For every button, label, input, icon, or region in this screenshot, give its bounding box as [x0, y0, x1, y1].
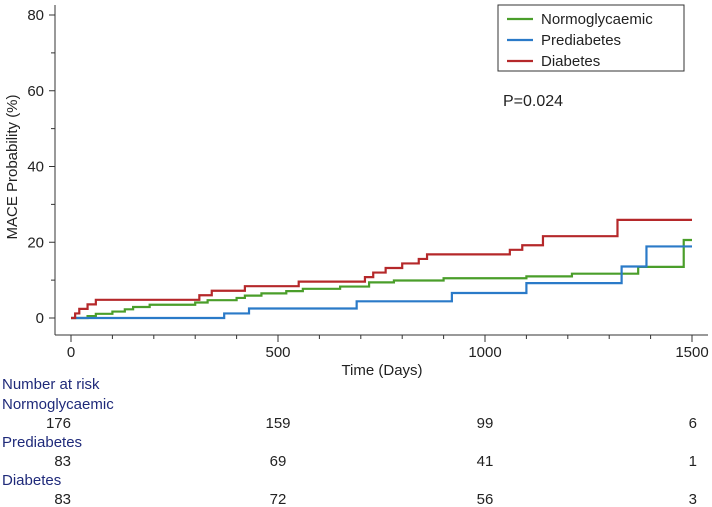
series-line-prediabetes: [71, 245, 692, 320]
risk-count: 56: [477, 491, 494, 507]
risk-count: 72: [270, 491, 287, 507]
risk-group-prediabetes: Prediabetes: [2, 434, 82, 451]
x-tick-label: 1500: [675, 344, 708, 361]
risk-count: 41: [477, 453, 494, 470]
x-tick-label: 1000: [468, 344, 501, 361]
risk-count: 69: [270, 453, 287, 470]
y-tick-label: 60: [27, 83, 44, 100]
risk-count: 6: [689, 415, 697, 432]
risk-group-normoglycaemic: Normoglycaemic: [2, 396, 114, 413]
p-value-annotation: P=0.024: [503, 93, 563, 110]
x-axis-title: Time (Days): [341, 362, 422, 379]
risk-count: 159: [265, 415, 290, 432]
legend: Normoglycaemic Prediabetes Diabetes: [497, 4, 685, 72]
legend-label-normoglycaemic: Normoglycaemic: [541, 11, 653, 28]
y-tick-label: 0: [36, 310, 44, 327]
x-tick-label: 0: [67, 344, 75, 361]
y-tick-label: 40: [27, 159, 44, 176]
series-line-diabetes: [71, 218, 692, 320]
x-axis-ticks: 0 500 1000 1500: [67, 335, 709, 361]
risk-group-diabetes: Diabetes: [2, 472, 61, 489]
legend-label-prediabetes: Prediabetes: [541, 32, 621, 49]
risk-count: 99: [477, 415, 494, 432]
y-axis-title: MACE Probability (%): [4, 94, 21, 239]
series-line-normoglycaemic: [71, 238, 692, 320]
x-tick-label: 500: [265, 344, 290, 361]
series-layer: [71, 218, 692, 320]
risk-count: 176: [46, 415, 71, 432]
risk-count: 1: [689, 453, 697, 470]
risk-count: 3: [689, 491, 697, 507]
risk-table: Number at risk Normoglycaemic 176 159 99 6 Pr…: [2, 376, 697, 507]
y-axis-ticks: 0 20 40 60 80: [27, 7, 55, 327]
legend-label-diabetes: Diabetes: [541, 53, 600, 70]
y-tick-label: 20: [27, 234, 44, 251]
risk-count: 83: [54, 491, 71, 507]
y-tick-label: 80: [27, 7, 44, 24]
risk-table-title: Number at risk: [2, 376, 100, 393]
risk-count: 83: [54, 453, 71, 470]
